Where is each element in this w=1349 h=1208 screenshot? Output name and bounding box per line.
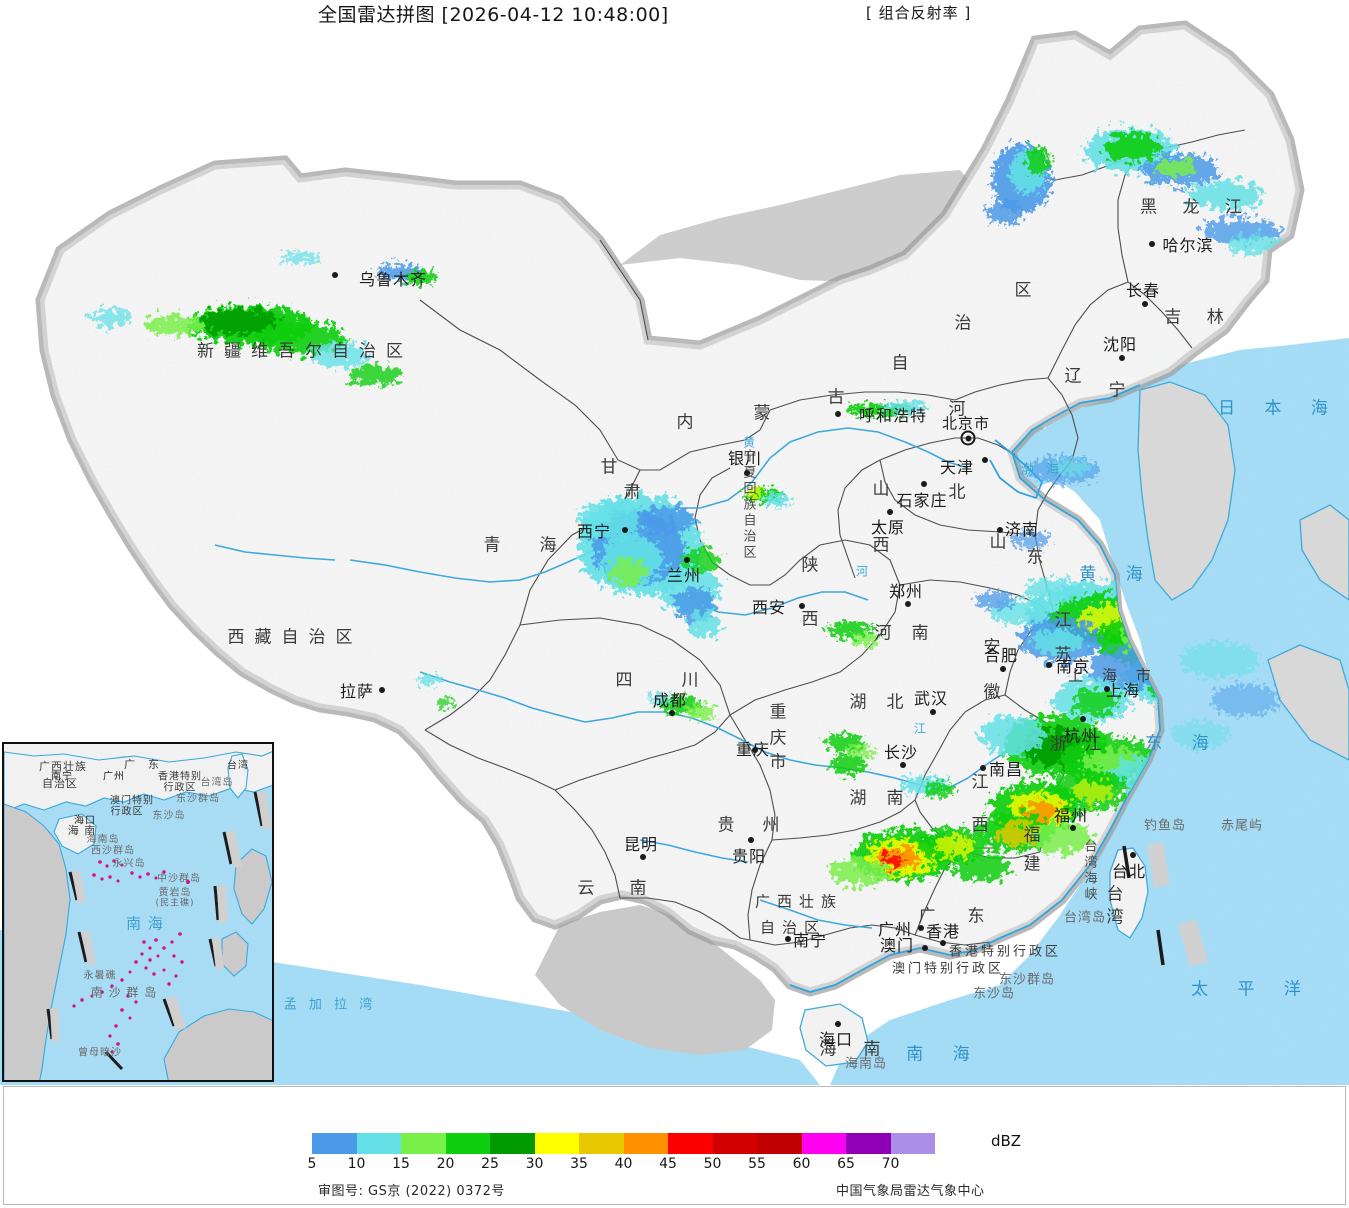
echo-zhejiang [980,715,1181,810]
city-marker-dot [379,687,385,693]
colorbar-cell[interactable] [623,1133,668,1154]
colorbar-tick-label: 5 [307,1156,317,1172]
colorbar-cell[interactable] [890,1133,935,1154]
echo-shandong [1010,532,1085,602]
echo-hohhot [846,401,929,417]
city-marker-dot [1046,662,1052,668]
city-marker-dot [918,925,924,931]
city-marker-dot [669,710,675,716]
city-marker-dot [1070,825,1076,831]
colorbar-tick-label: 30 [525,1156,544,1172]
echo-xinjiang [88,305,401,385]
echo-heilongjiang [1085,128,1285,254]
dbz-colorbar[interactable] [312,1133,935,1154]
echo-hunan [830,755,956,797]
colorbar-tick-label: 70 [881,1156,900,1172]
city-marker-dot [930,709,936,715]
colorbar-cell[interactable] [445,1133,490,1154]
city-marker-dot [1142,301,1148,307]
echo-guangdong-north [830,827,1010,886]
city-marker-dot [1104,686,1110,692]
echo-ningxia [743,487,792,507]
colorbar-tick-label: 10 [347,1156,366,1172]
echo-anhui-scatter [975,592,1050,624]
beijing-capital-marker [960,430,976,446]
map-graphics [0,20,1349,1085]
city-marker-dot [744,470,750,476]
echo-shaanxi-south [826,622,880,647]
city-marker-dot [799,603,805,609]
city-marker-dot [835,411,841,417]
echo-gansu-qinghai [578,495,721,639]
city-marker-dot [785,936,791,942]
city-marker-dot [1130,852,1136,858]
colorbar-cell[interactable] [534,1133,579,1154]
colorbar-tick-label: 50 [703,1156,722,1172]
colorbar-cell[interactable] [801,1133,846,1154]
city-marker-dot [982,457,988,463]
mongolia-landmass [620,170,985,282]
colorbar-tick-label: 65 [837,1156,855,1172]
city-marker-dot [1000,666,1006,672]
south-china-sea-inset-map[interactable]: 广西壮族 自治区广东南宁 广州 香港特别 行政区 澳门特别 行政区 台湾 台湾岛 东沙群岛 东沙岛海… [2,742,274,1082]
colorbar-tick-label: 40 [614,1156,633,1172]
city-marker-dot [900,762,906,768]
colorbar-cell[interactable] [712,1133,757,1154]
colorbar-tick-label: 55 [748,1156,766,1172]
city-marker-dot [622,527,628,533]
city-marker-dot [1080,716,1086,722]
colorbar-cell[interactable] [312,1133,357,1154]
city-marker-dot [640,854,646,860]
city-marker-dot [1119,355,1125,361]
hainan-island [799,1003,869,1067]
inset-graphics [4,744,272,1080]
city-marker-dot [835,1021,841,1027]
colorbar-cell[interactable] [356,1133,401,1154]
city-marker-dot [684,557,690,563]
radar-echo-sea-layer [1031,456,1279,749]
sea-boundary-blocks [1147,842,1208,966]
colorbar-tick-label: 35 [570,1156,588,1172]
coastline [789,384,1161,993]
page-title: 全国雷达拼图 [2026-04-12 10:48:00] [318,4,669,26]
colorbar-cell[interactable] [490,1133,535,1154]
colorbar-tick-label: 45 [659,1156,677,1172]
echo-urumqi [280,252,436,285]
city-marker-dot [922,945,928,951]
city-marker-dot [752,747,758,753]
city-marker-dot [980,765,986,771]
indochina-landmass [535,905,775,1055]
approval-number: 审图号: GS京 (2022) 0372号 [318,1184,505,1199]
organization-credit: 中国气象局雷达气象中心 [836,1184,985,1199]
radar-map-canvas[interactable]: 新疆维吾尔自治区 西藏自治区青海甘肃内蒙古自治区黑 龙 江吉 林辽宁河北山西陕西山… [0,0,1349,1085]
colorbar-tick-label: 20 [436,1156,455,1172]
taiwan-island [1109,847,1149,939]
city-marker-dot [940,940,946,946]
colorbar-cell[interactable] [668,1133,713,1154]
colorbar-cell[interactable] [846,1133,891,1154]
echo-inner-mongolia-ne [987,143,1052,224]
city-marker-dot [921,481,927,487]
colorbar-tick-label: 60 [792,1156,811,1172]
colorbar-cell[interactable] [757,1133,802,1154]
colorbar-cell[interactable] [401,1133,446,1154]
colorbar-units-label: dBZ [991,1132,1022,1150]
city-marker-dot [997,527,1003,533]
city-marker-dot [1149,241,1155,247]
colorbar-tick-label: 15 [392,1156,410,1172]
city-marker-dot [332,272,338,278]
colorbar-cell[interactable] [579,1133,624,1154]
colorbar-tick-label: 25 [481,1156,499,1172]
echo-tibet-scatter [416,675,456,708]
city-marker-dot [748,837,754,843]
city-marker-dot [887,509,893,515]
echo-sichuan [648,694,716,720]
nine-dash-line [1122,845,1165,966]
product-type-label: [ 组合反射率 ] [866,4,972,22]
echo-fujian-jiangxi [979,782,1092,854]
city-marker-dot [905,601,911,607]
